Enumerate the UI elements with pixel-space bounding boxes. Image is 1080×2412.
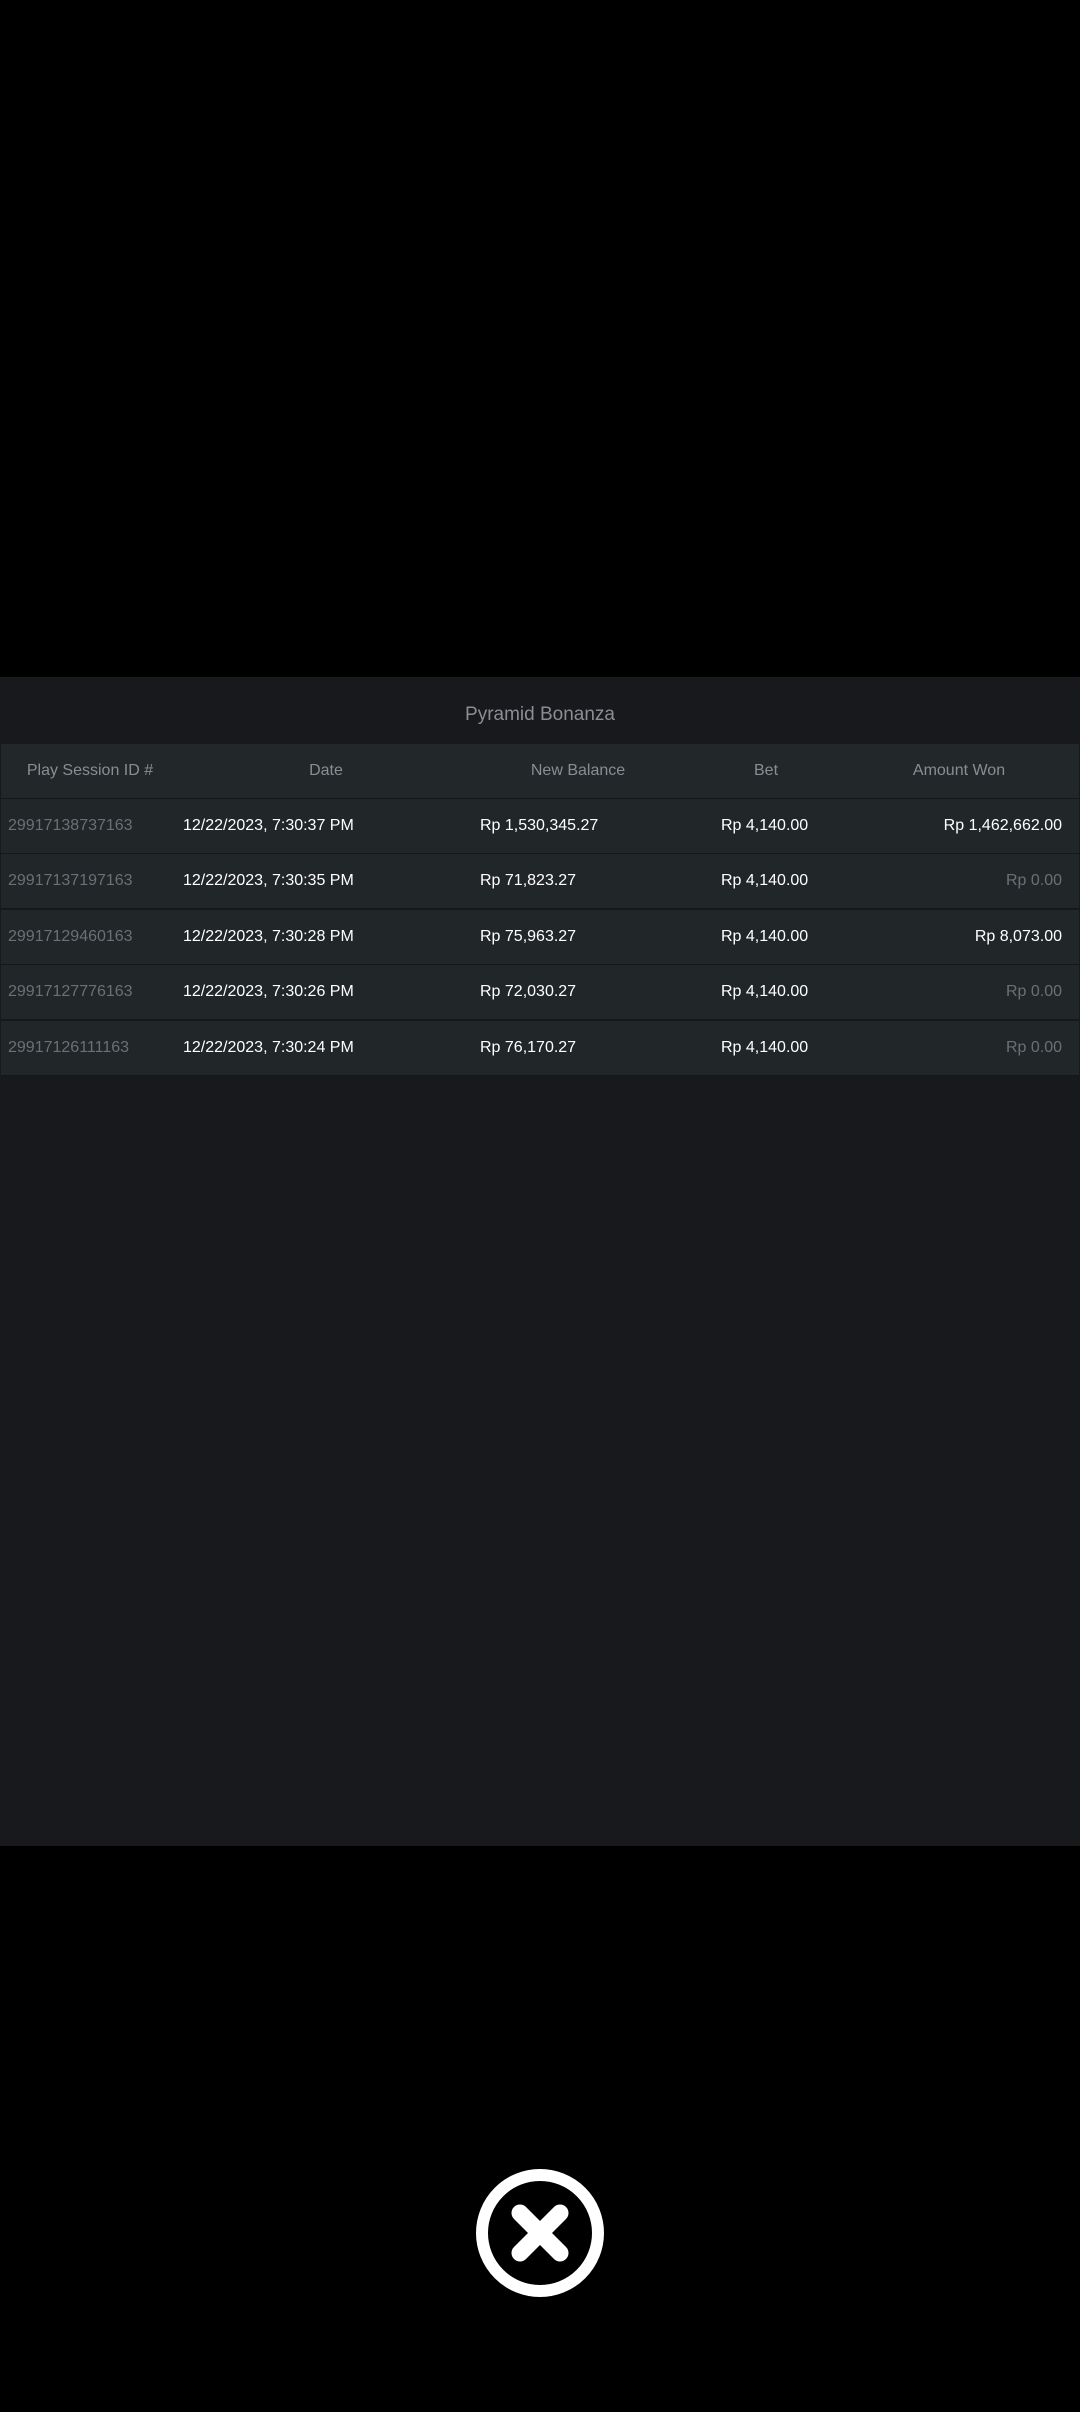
cell-session-id: 29917127776163: [8, 983, 133, 1001]
cell-new-balance: Rp 71,823.27: [480, 872, 577, 890]
game-title: Pyramid Bonanza: [465, 704, 615, 725]
cell-new-balance: Rp 72,030.27: [480, 983, 577, 1001]
cell-bet: Rp 4,140.00: [721, 1038, 809, 1056]
close-circle-icon: [476, 2169, 604, 2297]
cell-session-id: 29917126111163: [8, 1038, 130, 1056]
close-x-icon: [511, 2204, 569, 2262]
table-row[interactable]: 29917126111163 12/22/2023, 7:30:24 PM Rp 7…: [1, 1020, 1079, 1076]
column-header-date: Date: [309, 762, 343, 779]
cell-date: 12/22/2023, 7:30:24 PM: [183, 1038, 354, 1056]
cell-date: 12/22/2023, 7:30:26 PM: [183, 983, 354, 1001]
cell-session-id: 29917129460163: [8, 927, 133, 945]
cell-new-balance: Rp 76,170.27: [480, 1038, 577, 1056]
cell-session-id: 29917138737163: [8, 817, 133, 834]
cell-date: 12/22/2023, 7:30:28 PM: [183, 927, 354, 945]
table-row[interactable]: 29917137197163 12/22/2023, 7:30:35 PM Rp 7…: [1, 854, 1079, 910]
cell-new-balance: Rp 75,963.27: [480, 927, 577, 945]
cell-amount-won: Rp 0.00: [1005, 983, 1062, 1001]
cell-amount-won: Rp 1,462,662.00: [943, 817, 1062, 834]
cell-bet: Rp 4,140.00: [721, 817, 809, 834]
cell-amount-won: Rp 8,073.00: [974, 927, 1062, 945]
cell-bet: Rp 4,140.00: [721, 927, 809, 945]
cell-amount-won: Rp 0.00: [1005, 1038, 1062, 1056]
cell-bet: Rp 4,140.00: [721, 983, 809, 1001]
cell-date: 12/22/2023, 7:30:35 PM: [183, 872, 354, 890]
column-header-amount-won: Amount Won: [912, 762, 1006, 779]
cell-date: 12/22/2023, 7:30:37 PM: [183, 817, 354, 834]
cell-session-id: 29917137197163: [8, 872, 133, 890]
column-header-bet: Bet: [753, 762, 779, 779]
table-row[interactable]: 29917138737163 12/22/2023, 7:30:37 PM Rp 1…: [1, 799, 1079, 854]
cell-new-balance: Rp 1,530,345.27: [480, 817, 599, 834]
table-row[interactable]: 29917127776163 12/22/2023, 7:30:26 PM Rp 7…: [1, 965, 1079, 1021]
table-row[interactable]: 29917129460163 12/22/2023, 7:30:28 PM Rp 7…: [1, 909, 1079, 965]
table-header: Play Session ID # Date New Balance Bet A…: [1, 744, 1079, 799]
column-header-session-id: Play Session ID #: [26, 762, 154, 779]
close-button[interactable]: [474, 2167, 606, 2299]
cell-bet: Rp 4,140.00: [721, 872, 809, 890]
column-header-new-balance: New Balance: [530, 762, 626, 779]
cell-amount-won: Rp 0.00: [1005, 872, 1062, 890]
